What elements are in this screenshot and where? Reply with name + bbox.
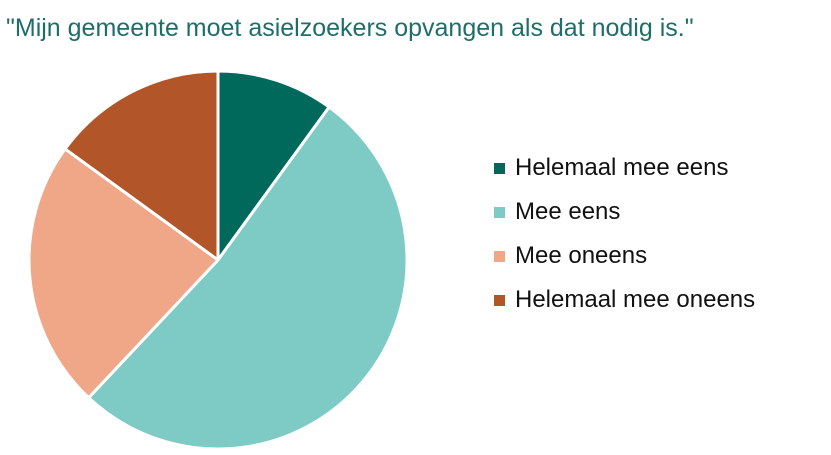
legend-item-mee-oneens: Mee oneens: [494, 234, 755, 278]
legend-swatch-helemaal-mee-oneens: [494, 294, 505, 306]
legend-item-mee-eens: Mee eens: [494, 190, 755, 234]
legend-label-helemaal-mee-eens: Helemaal mee eens: [515, 154, 729, 181]
pie-slice-helemaal-mee-eens: [216, 69, 331, 262]
legend-item-helemaal-mee-oneens: Helemaal mee oneens: [494, 278, 755, 322]
pie-slice-helemaal-mee-oneens: [63, 69, 220, 262]
legend-swatch-mee-eens: [494, 206, 505, 218]
legend-label-mee-eens: Mee eens: [515, 198, 621, 225]
chart-title: "Mijn gemeente moet asielzoekers opvange…: [6, 14, 694, 42]
legend-label-helemaal-mee-oneens: Helemaal mee oneens: [515, 286, 756, 313]
pie-slice-mee-eens: [87, 105, 409, 451]
pie-slice-mee-oneens: [27, 147, 220, 400]
legend-swatch-mee-oneens: [494, 250, 505, 262]
legend-label-mee-oneens: Mee oneens: [515, 242, 648, 269]
pie-slices: [27, 69, 409, 451]
legend-item-helemaal-mee-eens: Helemaal mee eens: [494, 146, 755, 190]
legend: Helemaal mee eens Mee eens Mee oneens He…: [494, 146, 755, 322]
legend-swatch-helemaal-mee-eens: [494, 162, 505, 174]
